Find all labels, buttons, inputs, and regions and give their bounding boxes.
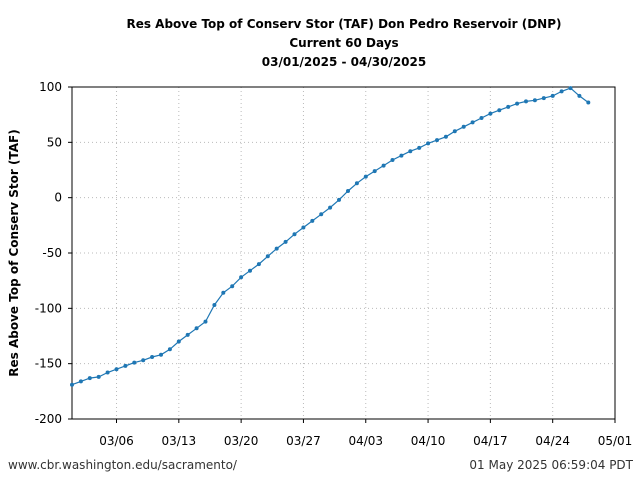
data-point — [470, 120, 475, 125]
data-point — [354, 181, 359, 186]
data-point — [524, 99, 528, 104]
data-point — [310, 218, 315, 223]
title-line-2: Current 60 Days — [289, 36, 398, 50]
data-point — [372, 169, 377, 174]
data-point — [230, 284, 235, 289]
data-point — [185, 332, 190, 337]
data-point — [274, 246, 279, 251]
data-point — [212, 303, 217, 307]
data-point — [283, 239, 288, 244]
data-point — [328, 205, 333, 210]
data-point — [194, 326, 199, 331]
data-point — [417, 145, 422, 150]
y-tick-label: -50 — [42, 246, 62, 260]
y-tick-label: -200 — [35, 412, 62, 426]
y-tick-label: 100 — [39, 80, 62, 94]
data-point — [265, 254, 270, 259]
data-point — [381, 163, 386, 168]
y-tick-label: 50 — [47, 135, 62, 149]
data-point — [78, 379, 83, 384]
data-point — [292, 232, 297, 237]
chart-title: Res Above Top of Conserv Stor (TAF) Don … — [126, 17, 561, 69]
x-tick-label: 03/06 — [99, 434, 134, 448]
x-axis: 03/06 03/13 03/20 03/27 04/03 04/10 04/17 04/24… — [99, 419, 632, 448]
data-point — [346, 189, 350, 193]
data-point — [390, 158, 395, 162]
data-point — [399, 153, 404, 158]
data-point — [203, 319, 208, 324]
data-point — [497, 108, 502, 113]
data-point — [488, 111, 493, 116]
data-point — [105, 370, 110, 375]
data-point — [301, 225, 306, 230]
data-point — [550, 93, 555, 98]
data-point — [256, 262, 261, 267]
gridlines — [72, 86, 616, 420]
data-point — [408, 149, 413, 154]
data-point — [319, 212, 324, 217]
generated-timestamp: 01 May 2025 06:59:04 PDT — [469, 458, 633, 472]
data-point — [363, 174, 368, 179]
data-point — [452, 129, 457, 134]
data-point — [114, 367, 119, 372]
data-point — [541, 96, 546, 101]
data-point — [70, 382, 74, 387]
data-point — [559, 89, 564, 94]
x-tick-label: 03/27 — [286, 434, 321, 448]
y-axis-label: Res Above Top of Conserv Stor (TAF) — [7, 129, 21, 376]
data-point — [586, 100, 591, 105]
y-tick-label: -150 — [35, 357, 62, 371]
data-point — [176, 339, 181, 344]
data-point — [132, 360, 137, 365]
data-point — [337, 197, 341, 202]
y-tick-label: 0 — [54, 191, 62, 205]
data-point — [96, 374, 101, 379]
title-line-3: 03/01/2025 - 04/30/2025 — [262, 55, 426, 69]
x-tick-label: 04/24 — [535, 434, 570, 448]
x-tick-label: 04/03 — [348, 434, 383, 448]
data-point — [167, 347, 172, 352]
source-url: www.cbr.washington.edu/sacramento/ — [8, 458, 237, 472]
data-point — [159, 352, 163, 357]
data-point — [515, 101, 520, 106]
data-point — [443, 134, 448, 139]
data-point — [577, 93, 582, 98]
data-point — [150, 355, 155, 359]
plot-area — [71, 86, 616, 420]
x-tick-label: 03/20 — [224, 434, 259, 448]
data-point — [435, 138, 439, 143]
data-point — [461, 124, 466, 129]
data-point — [506, 104, 511, 109]
data-point — [248, 268, 252, 273]
data-point — [568, 86, 573, 91]
series-line — [71, 87, 589, 386]
data-point — [239, 275, 244, 280]
y-axis: 100 50 0 -50 -100 -150 -200 — [35, 80, 72, 426]
title-line-1: Res Above Top of Conserv Stor (TAF) Don … — [126, 17, 561, 31]
data-point — [141, 358, 146, 363]
data-point — [426, 141, 431, 146]
data-series — [70, 86, 591, 387]
data-point — [532, 98, 537, 103]
data-point — [123, 363, 128, 368]
x-tick-label: 04/10 — [411, 434, 446, 448]
data-point — [221, 290, 226, 295]
y-tick-label: -100 — [35, 301, 62, 315]
x-tick-label: 04/17 — [473, 434, 508, 448]
data-point — [479, 116, 484, 120]
data-point — [87, 376, 92, 381]
x-tick-label: 03/13 — [162, 434, 197, 448]
x-tick-label: 05/01 — [598, 434, 633, 448]
